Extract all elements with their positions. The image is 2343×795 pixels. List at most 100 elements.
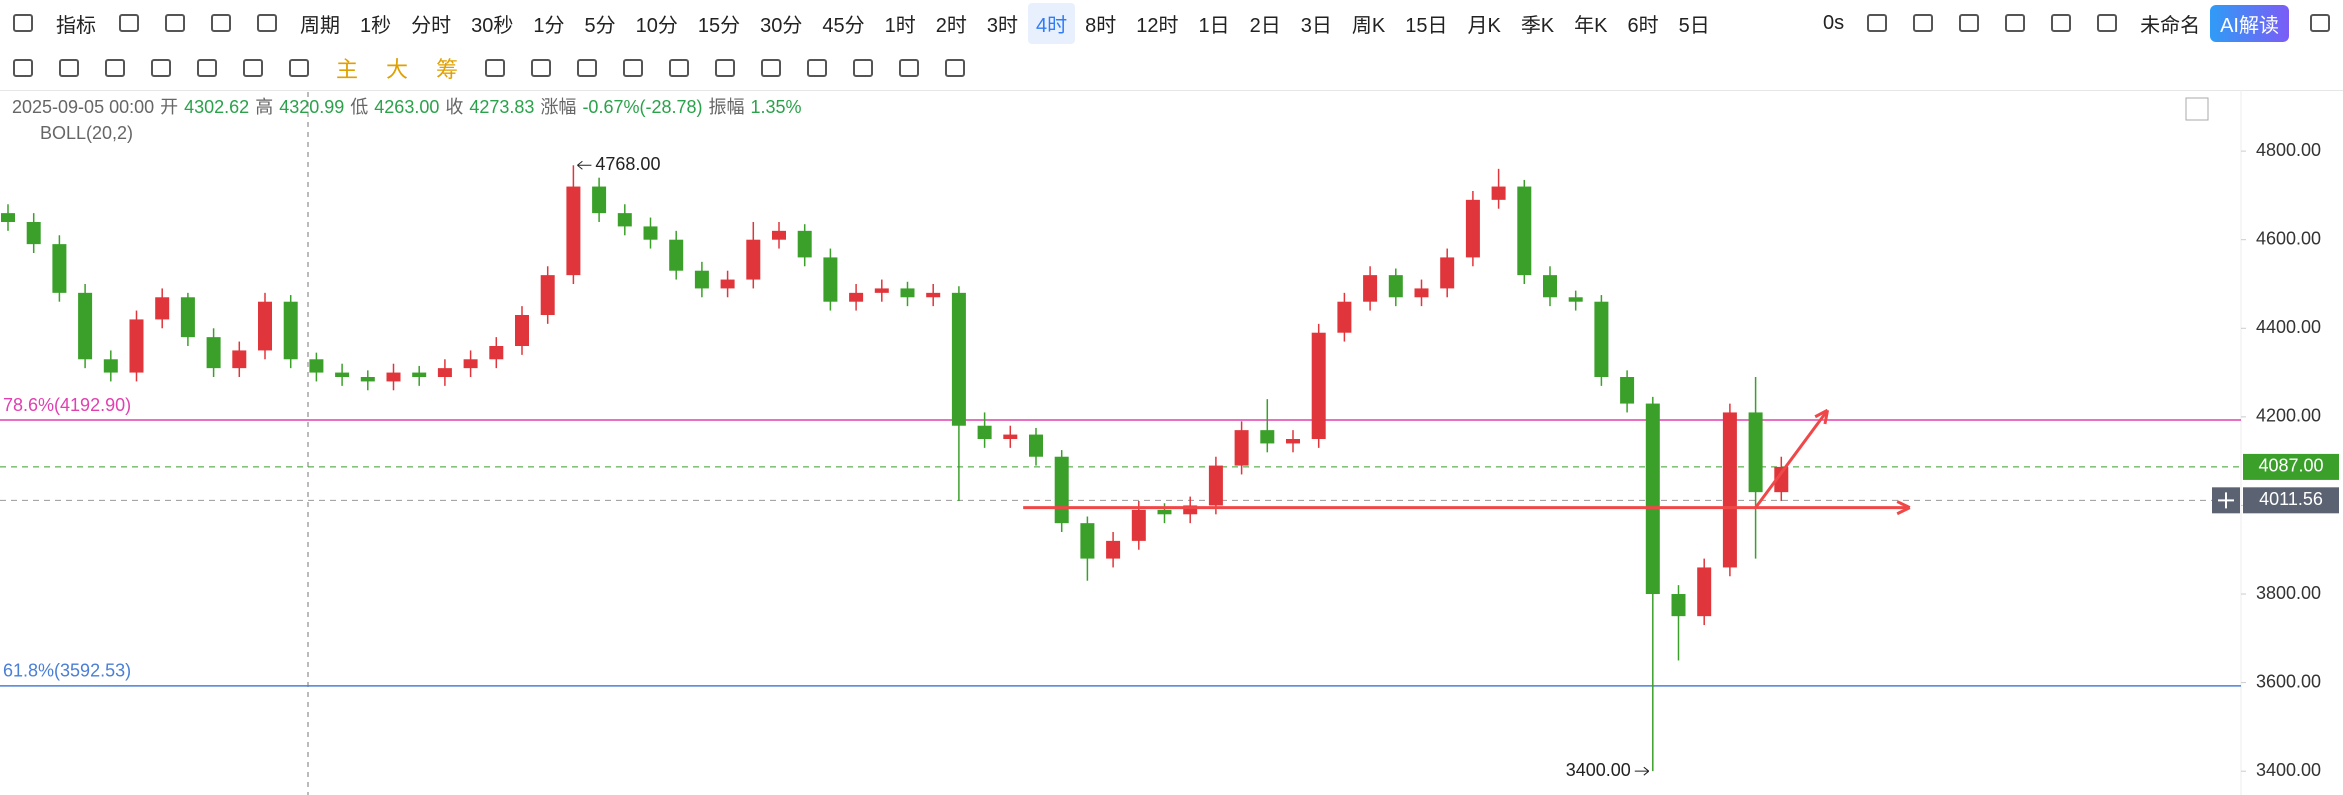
icon[interactable]: [2051, 14, 2072, 32]
ai-button[interactable]: AI解读: [2210, 4, 2289, 42]
overlay-button[interactable]: 主: [336, 57, 359, 82]
candle-body: [1697, 567, 1712, 617]
tool-icon[interactable]: [243, 59, 263, 77]
candle-body: [1003, 434, 1018, 440]
icon[interactable]: [257, 14, 277, 32]
tool-icon[interactable]: [761, 59, 782, 77]
y-tick-label: 3800.00: [2256, 583, 2321, 603]
tool-icon[interactable]: [13, 59, 33, 77]
candle-body: [540, 275, 555, 315]
icon[interactable]: [2310, 14, 2330, 32]
tool-icon[interactable]: [899, 59, 920, 77]
period-option[interactable]: 1日: [1198, 14, 1230, 37]
overlay-button[interactable]: 大: [386, 57, 409, 82]
arrow-head: [1814, 408, 1830, 425]
candle-body: [180, 297, 195, 338]
icon[interactable]: [211, 14, 231, 32]
tool-icon[interactable]: [577, 59, 598, 77]
period-option[interactable]: 2时: [935, 14, 967, 37]
candle-body: [1260, 430, 1275, 444]
layout-name[interactable]: 未命名: [2140, 14, 2201, 37]
icon[interactable]: [1867, 14, 1888, 32]
ohlc-line: 2025-09-05 00:00 开 4302.62 高 4320.99 低 4263.00…: [12, 94, 808, 120]
info-open: 4302.62: [184, 97, 250, 117]
tool-icon[interactable]: [807, 59, 828, 77]
candle-body: [129, 319, 144, 373]
period-option[interactable]: 周K: [1351, 14, 1386, 37]
period-option[interactable]: 6时: [1627, 14, 1659, 37]
candle-body: [258, 301, 272, 351]
candle-body: [1491, 186, 1506, 200]
period-option[interactable]: 10分: [635, 14, 678, 37]
candle-body: [643, 226, 658, 240]
period-option[interactable]: 1分: [533, 14, 565, 37]
indicator-button[interactable]: 指标: [56, 14, 96, 37]
info-low-label: 低: [350, 97, 369, 117]
period-button[interactable]: 周期: [300, 14, 340, 37]
price-tag: [2243, 487, 2339, 514]
tool-icon[interactable]: [197, 59, 217, 77]
tool-icon[interactable]: [105, 59, 125, 77]
period-option[interactable]: 4时: [1028, 2, 1076, 44]
period-option[interactable]: 15日: [1405, 14, 1448, 37]
period-option[interactable]: 5分: [584, 14, 616, 37]
candle-body: [1722, 412, 1737, 568]
icon[interactable]: [2005, 14, 2026, 32]
period-option[interactable]: 5日: [1678, 14, 1710, 37]
info-open-label: 开: [160, 97, 179, 117]
icon[interactable]: [165, 14, 185, 32]
info-close-label: 收: [445, 97, 464, 117]
tool-icon[interactable]: [59, 59, 79, 77]
period-option[interactable]: 月K: [1467, 14, 1501, 37]
tool-icon[interactable]: [715, 59, 736, 77]
period-option[interactable]: 12时: [1136, 14, 1179, 37]
candle-body: [1029, 434, 1043, 457]
tool-icon[interactable]: [623, 59, 644, 77]
overlay-button[interactable]: 筹: [436, 57, 459, 82]
candle-body: [849, 292, 864, 302]
tool-icon[interactable]: [531, 59, 552, 77]
fib-label: 78.6%(4192.90): [3, 395, 131, 415]
period-option[interactable]: 45分: [822, 14, 865, 37]
y-tick-label: 3600.00: [2256, 671, 2321, 691]
expand-icon[interactable]: [2185, 97, 2209, 121]
period-option[interactable]: 30秒: [471, 14, 514, 37]
candle-body: [772, 230, 786, 240]
candle-body: [335, 372, 350, 378]
candle-body: [1080, 523, 1095, 559]
period-option[interactable]: 1秒: [360, 14, 392, 37]
candle-body: [1131, 509, 1146, 541]
y-tick-label: 4200.00: [2256, 406, 2321, 426]
icon[interactable]: [1959, 14, 1980, 32]
period-option[interactable]: 30分: [760, 14, 803, 37]
period-option[interactable]: 3日: [1300, 14, 1332, 37]
candle-body: [1106, 540, 1121, 559]
candle-body: [1568, 297, 1583, 302]
fib-label: 61.8%(3592.53): [3, 661, 131, 681]
period-option[interactable]: 8时: [1085, 14, 1117, 37]
period-option[interactable]: 年K: [1574, 14, 1608, 37]
top-toolbar: 指标 周期 1秒 分时 30秒 1分 5分 10分 15分 30分 45分 1时 2时 3时 4时 8时 12时…: [0, 0, 2343, 46]
icon[interactable]: [119, 14, 139, 32]
period-option[interactable]: 2日: [1249, 14, 1281, 37]
tool-icon[interactable]: [485, 59, 506, 77]
candle-body: [1620, 377, 1635, 404]
candle-body: [1234, 430, 1249, 466]
candle-body: [900, 288, 915, 298]
period-option[interactable]: 1时: [884, 14, 916, 37]
tool-icon[interactable]: [853, 59, 874, 77]
icon[interactable]: [1913, 14, 1934, 32]
indicator-name: BOLL(20,2): [40, 123, 134, 143]
tool-icon[interactable]: [669, 59, 690, 77]
candle-body: [232, 350, 247, 369]
icon[interactable]: [2097, 14, 2118, 32]
period-option[interactable]: 15分: [697, 14, 741, 37]
period-option[interactable]: 分时: [411, 14, 452, 37]
period-option[interactable]: 3时: [986, 14, 1018, 37]
tool-icon[interactable]: [151, 59, 171, 77]
candle-body: [103, 359, 118, 373]
tool-icon[interactable]: [289, 59, 309, 77]
icon[interactable]: [13, 14, 33, 32]
tool-icon[interactable]: [945, 59, 966, 77]
period-option[interactable]: 季K: [1520, 14, 1555, 37]
